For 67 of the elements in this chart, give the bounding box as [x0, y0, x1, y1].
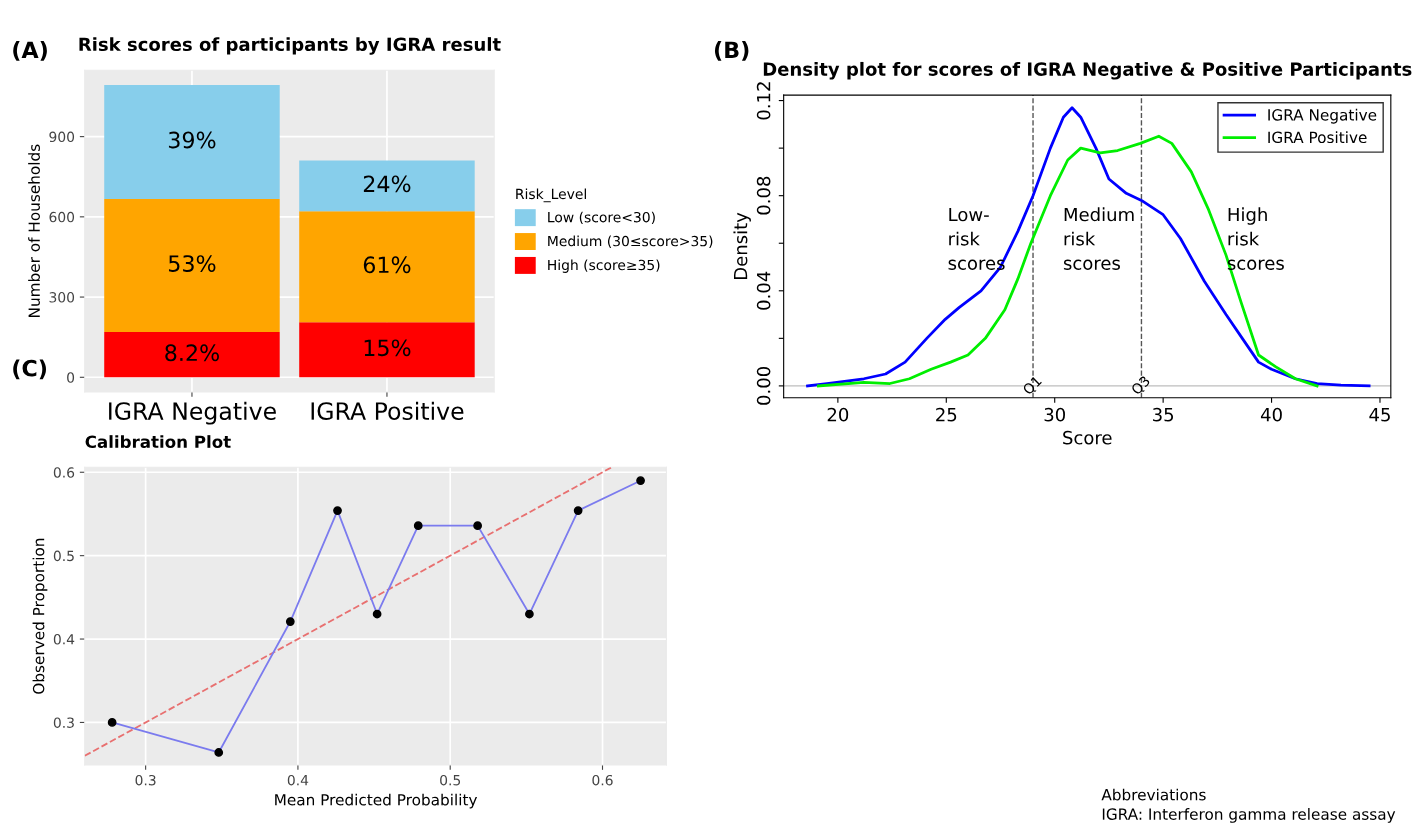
- point: [636, 476, 645, 485]
- bar: [104, 198, 280, 333]
- bar: [104, 332, 280, 378]
- bar: [299, 211, 475, 323]
- x-axis-title: Mean Predicted Probability: [275, 793, 478, 809]
- x-tick-label: IGRA Positive: [311, 401, 464, 420]
- point: [413, 521, 423, 531]
- legend-label: IGRA Positive: [1268, 131, 1367, 144]
- point: [214, 748, 224, 757]
- y-tick-label: 0.6: [53, 467, 75, 478]
- y-tick-label: 0: [67, 372, 75, 383]
- legend-label: High (score≥35): [548, 259, 660, 273]
- point: [333, 506, 342, 515]
- annotation: 39%: [168, 131, 216, 149]
- x-tick-label: 40: [1260, 407, 1282, 422]
- text: (A): [13, 41, 47, 61]
- x-tick-label: 0.6: [592, 774, 613, 786]
- chart-title: Density plot for scores of IGRA Negative & Positive Participants: [763, 61, 1412, 80]
- legend-title: Risk_Level: [516, 188, 586, 203]
- x-tick-label: 25: [936, 407, 957, 422]
- y-tick-label: 0.4: [53, 634, 75, 645]
- x-axis-title: Score: [1063, 430, 1112, 445]
- y-axis-title: Density: [733, 212, 751, 279]
- y-tick-label: 900: [49, 131, 75, 143]
- x-tick-label: 30: [1044, 407, 1065, 422]
- annotation: 53%: [168, 255, 216, 272]
- point: [372, 609, 382, 619]
- y-tick-label: 600: [49, 211, 75, 223]
- point: [473, 521, 482, 531]
- annotation: 61%: [363, 256, 411, 274]
- text: (C): [13, 359, 47, 380]
- y-tick-label: 0.3: [53, 717, 74, 728]
- ref-line-label: Q1: [1022, 375, 1044, 397]
- point: [525, 609, 534, 619]
- x-tick-label: 45: [1369, 408, 1390, 422]
- legend-label: Low (score<30): [548, 211, 655, 225]
- annotation: 15%: [364, 339, 411, 357]
- text: (B): [714, 41, 749, 61]
- x-tick-label: IGRA Negative: [109, 401, 276, 425]
- point: [285, 617, 295, 626]
- annotation: Medium risk scores: [1063, 207, 1134, 270]
- y-tick-label: 0.00: [756, 367, 771, 405]
- point: [107, 718, 117, 727]
- x-tick-label: 20: [827, 407, 849, 422]
- x-tick-label: 35: [1153, 407, 1174, 422]
- x-tick-label: 0.3: [135, 774, 156, 786]
- chart-title: Calibration Plot: [85, 435, 231, 449]
- text: Abbreviations IGRA: Interferon gamma release assay: [1101, 788, 1396, 823]
- y-tick-label: 0.5: [53, 550, 74, 562]
- point: [573, 506, 583, 515]
- y-tick-label: 0.08: [756, 176, 771, 215]
- bar: [299, 322, 475, 378]
- x-tick-label: 0.4: [287, 774, 309, 786]
- y-axis-title: Number of Households: [28, 144, 40, 317]
- annotation: 24%: [363, 175, 411, 193]
- ref-line-label: Q3: [1130, 375, 1152, 397]
- bar: [104, 85, 280, 199]
- y-tick-label: 300: [49, 292, 75, 303]
- y-tick-label: 0.12: [756, 82, 771, 120]
- legend-label: Medium (30≤score>35): [548, 235, 713, 248]
- y-tick-label: 0.04: [756, 271, 771, 310]
- x-tick-label: 0.5: [440, 774, 461, 786]
- legend-label: IGRA Negative: [1268, 108, 1377, 124]
- y-axis-title: Observed Proportion: [32, 538, 48, 694]
- annotation: 8.2%: [165, 344, 219, 362]
- chart-title: Risk scores of participants by IGRA result: [79, 37, 501, 55]
- bar: [299, 160, 475, 212]
